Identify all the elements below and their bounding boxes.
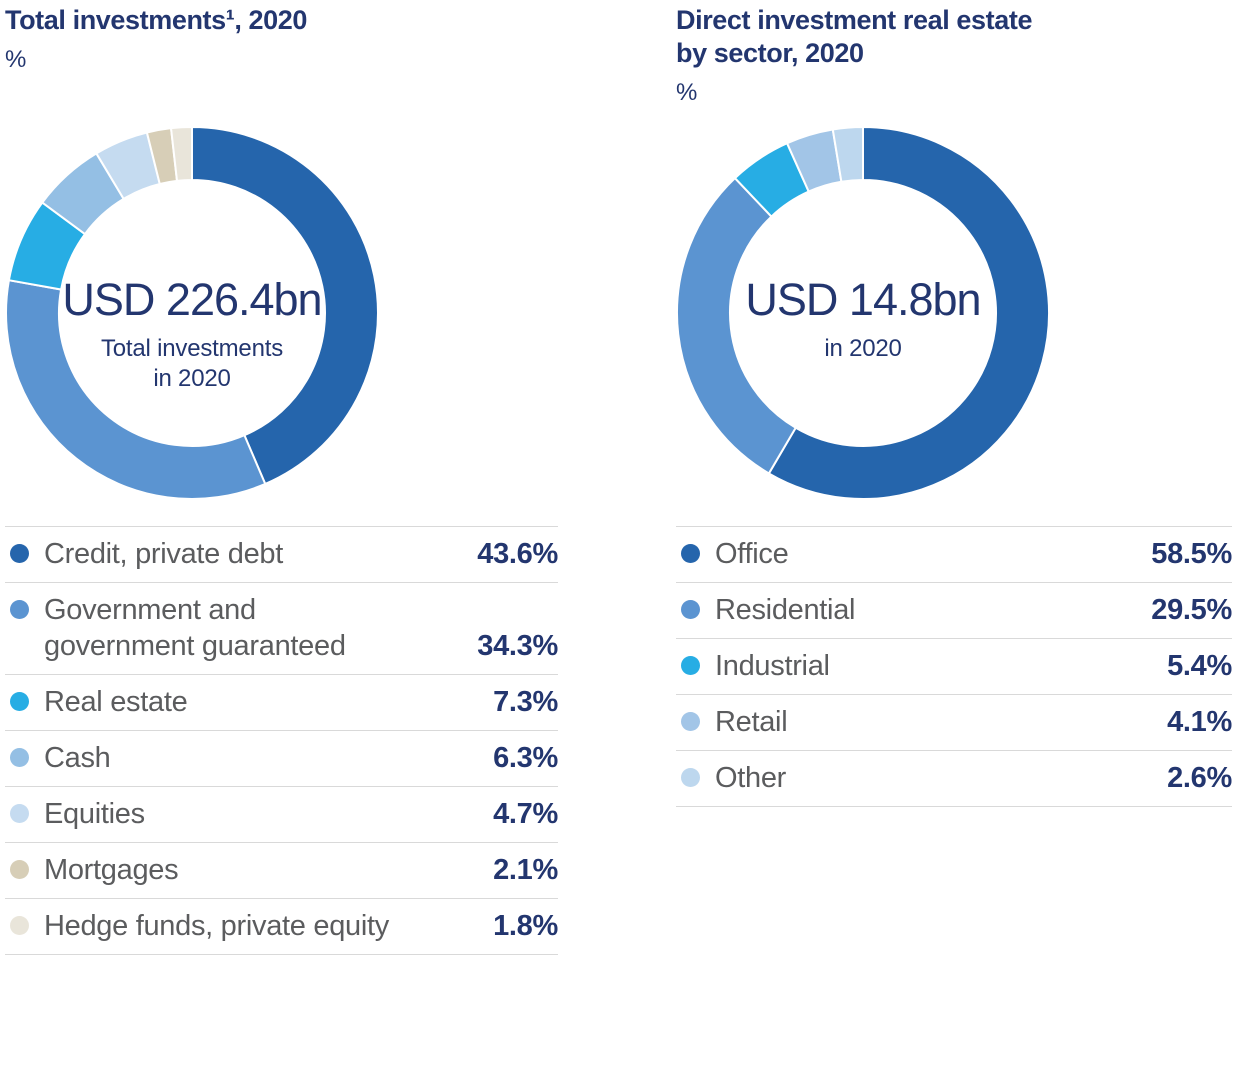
legend-label: Equities <box>44 798 145 830</box>
legend-label: Real estate <box>44 686 188 718</box>
legend-bullet-icon <box>681 712 700 731</box>
legend-item: Hedge funds, private equity 1.8% <box>5 899 558 955</box>
legend-bullet-icon <box>10 804 29 823</box>
legend-bullet-icon <box>10 544 29 563</box>
donut-segment <box>169 126 193 182</box>
legend-bullet-icon <box>681 656 700 675</box>
chart-title: Total investments¹, 2020 <box>5 5 308 35</box>
donut-svg <box>5 126 379 500</box>
donut-segment <box>831 126 864 183</box>
donut-segment <box>5 279 267 500</box>
legend-total-investments: Credit, private debt 43.6% Government and … <box>5 526 558 955</box>
donut-chart-total-investments: USD 226.4bn Total investments in 2020 <box>5 126 379 500</box>
legend-label: Residential <box>715 594 856 626</box>
legend-item: Cash 6.3% <box>5 731 558 787</box>
legend-value: 29.5% <box>1151 594 1232 626</box>
legend-value: 6.3% <box>493 742 558 774</box>
donut-chart-real-estate: USD 14.8bn in 2020 <box>676 126 1050 500</box>
legend-bullet-icon <box>10 916 29 935</box>
legend-bullet-icon <box>10 748 29 767</box>
legend-label: Mortgages <box>44 854 179 886</box>
chart-real-estate-by-sector: Direct investment real estate by sector,… <box>676 0 1232 955</box>
legend-item: Government and government guaranteed 34.3… <box>5 583 558 675</box>
legend-real-estate: Office 58.5% Residential 29.5% Industrial 5.4… <box>676 526 1232 807</box>
legend-item: Real estate 7.3% <box>5 675 558 731</box>
legend-bullet-icon <box>10 600 29 619</box>
chart-header: Direct investment real estate by sector,… <box>676 0 1232 126</box>
legend-value: 7.3% <box>493 686 558 718</box>
donut-svg <box>676 126 1050 500</box>
donut-segment <box>676 176 798 475</box>
legend-value: 2.6% <box>1167 762 1232 794</box>
legend-item: Residential 29.5% <box>676 583 1232 639</box>
legend-item: Office 58.5% <box>676 527 1232 583</box>
legend-label: Cash <box>44 742 111 774</box>
legend-value: 58.5% <box>1151 538 1232 570</box>
legend-label: Credit, private debt <box>44 538 284 570</box>
legend-label: Industrial <box>715 650 830 682</box>
legend-bullet-icon <box>681 600 700 619</box>
donut-segment <box>767 126 1050 500</box>
legend-value: 5.4% <box>1167 650 1232 682</box>
legend-value: 34.3% <box>477 630 558 662</box>
legend-item: Credit, private debt 43.6% <box>5 527 558 583</box>
chart-title: Direct investment real estate by sector,… <box>676 5 1033 69</box>
legend-value: 43.6% <box>477 538 558 570</box>
legend-bullet-icon <box>681 768 700 787</box>
chart-header: Total investments¹, 2020 % <box>5 0 558 126</box>
legend-value: 1.8% <box>493 910 558 942</box>
legend-label: Retail <box>715 706 788 738</box>
legend-value: 2.1% <box>493 854 558 886</box>
page: Total investments¹, 2020 % USD 226.4bn T… <box>5 0 1232 955</box>
legend-item: Industrial 5.4% <box>676 639 1232 695</box>
unit-label: % <box>676 79 698 107</box>
legend-item: Retail 4.1% <box>676 695 1232 751</box>
legend-item: Mortgages 2.1% <box>5 843 558 899</box>
unit-label: % <box>5 46 27 74</box>
legend-bullet-icon <box>10 692 29 711</box>
donut-segment <box>191 126 379 486</box>
legend-label: Government and government guaranteed <box>44 594 346 662</box>
legend-label: Other <box>715 762 787 794</box>
legend-value: 4.1% <box>1167 706 1232 738</box>
legend-label: Hedge funds, private equity <box>44 910 389 942</box>
legend-item: Equities 4.7% <box>5 787 558 843</box>
legend-value: 4.7% <box>493 798 558 830</box>
legend-bullet-icon <box>681 544 700 563</box>
chart-total-investments: Total investments¹, 2020 % USD 226.4bn T… <box>5 0 558 955</box>
legend-bullet-icon <box>10 860 29 879</box>
legend-item: Other 2.6% <box>676 751 1232 807</box>
legend-label: Office <box>715 538 789 570</box>
